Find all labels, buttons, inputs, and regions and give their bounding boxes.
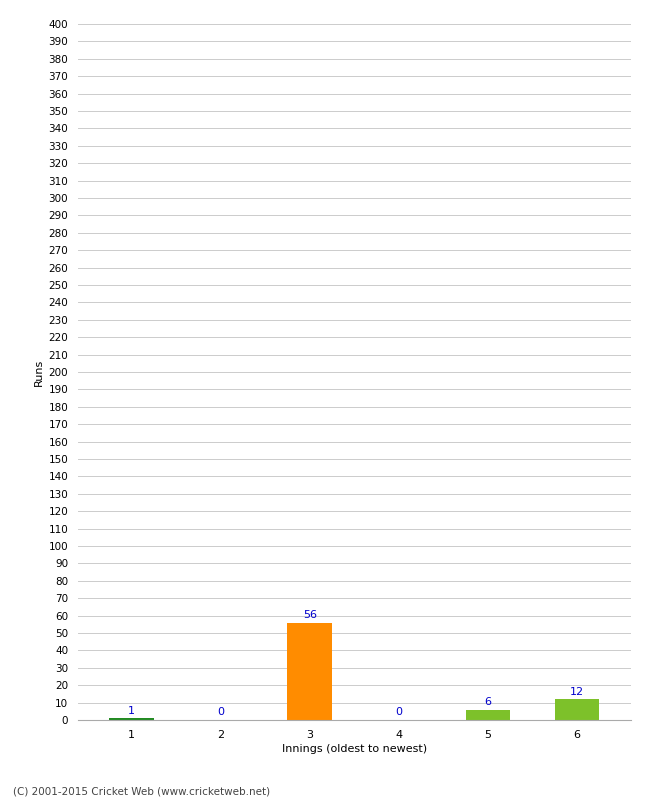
Y-axis label: Runs: Runs — [34, 358, 44, 386]
Text: 6: 6 — [484, 697, 491, 707]
Bar — [465, 710, 510, 720]
Text: 1: 1 — [128, 706, 135, 716]
Text: 0: 0 — [395, 707, 402, 718]
Bar — [287, 622, 332, 720]
Bar — [109, 718, 154, 720]
Text: 56: 56 — [303, 610, 317, 620]
Text: 0: 0 — [217, 707, 224, 718]
Text: 12: 12 — [570, 686, 584, 697]
Bar — [554, 699, 599, 720]
Text: (C) 2001-2015 Cricket Web (www.cricketweb.net): (C) 2001-2015 Cricket Web (www.cricketwe… — [13, 786, 270, 796]
X-axis label: Innings (oldest to newest): Innings (oldest to newest) — [281, 744, 427, 754]
